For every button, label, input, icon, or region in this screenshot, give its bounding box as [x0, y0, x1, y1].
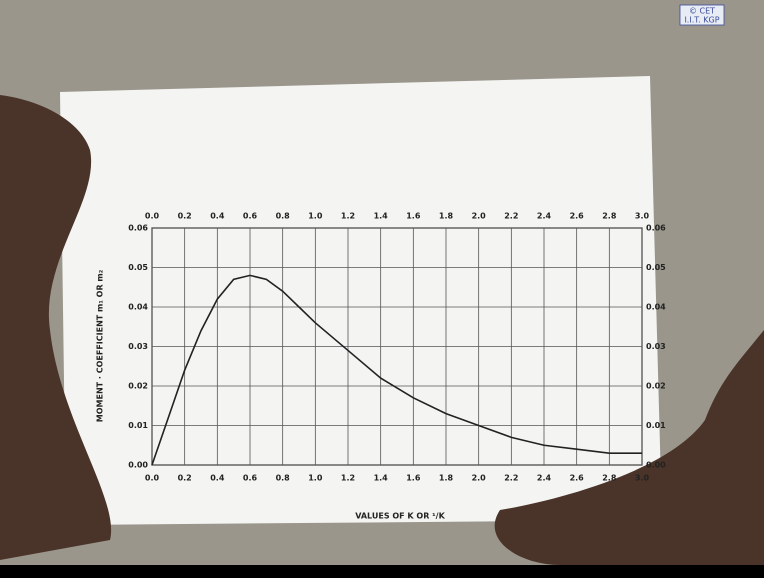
- hand-right: [494, 330, 764, 565]
- x-tick-label: 0.8: [276, 474, 291, 483]
- x-tick-label-top: 1.4: [374, 212, 389, 221]
- x-tick-label-top: 0.2: [178, 212, 192, 221]
- x-tick-label-top: 0.0: [145, 212, 160, 221]
- x-tick-label: 2.6: [570, 474, 585, 483]
- data-line: [151, 274, 642, 466]
- x-tick-label: 1.0: [308, 474, 323, 483]
- x-tick-label: 2.2: [504, 474, 518, 483]
- watermark: © CET: [689, 7, 715, 16]
- x-tick-label-top: 2.6: [570, 212, 585, 221]
- x-tick-label: 0.4: [210, 474, 225, 483]
- y-tick-label: 0.03: [128, 342, 148, 351]
- y-tick-label-right: 0.02: [646, 382, 666, 391]
- x-tick-label-top: 0.4: [210, 212, 225, 221]
- bottom-bar: [0, 565, 764, 578]
- y-tick-label: 0.01: [128, 421, 148, 430]
- x-tick-label: 0.2: [178, 474, 192, 483]
- y-tick-label: 0.02: [128, 382, 148, 391]
- x-tick-label: 2.4: [537, 474, 552, 483]
- x-tick-label-top: 1.2: [341, 212, 355, 221]
- x-tick-label-top: 0.6: [243, 212, 258, 221]
- x-tick-label: 1.8: [439, 474, 454, 483]
- x-tick-label-top: 2.0: [472, 212, 487, 221]
- x-tick-label-top: 2.4: [537, 212, 552, 221]
- paper: [60, 76, 662, 525]
- x-tick-label: 1.4: [374, 474, 389, 483]
- y-tick-label-right: 0.03: [646, 342, 666, 351]
- x-tick-label: 2.8: [602, 474, 617, 483]
- x-tick-label: 1.6: [406, 474, 421, 483]
- x-tick-label-top: 0.8: [276, 212, 291, 221]
- y-tick-label-right: 0.00: [646, 461, 666, 470]
- y-tick-label-right: 0.04: [646, 303, 666, 312]
- x-tick-label-top: 1.8: [439, 212, 454, 221]
- x-tick-label-top: 2.2: [504, 212, 518, 221]
- y-tick-label: 0.05: [128, 263, 148, 272]
- y-tick-label-right: 0.05: [646, 263, 666, 272]
- watermark: I.I.T. KGP: [684, 16, 719, 25]
- y-tick-label-right: 0.06: [646, 224, 666, 233]
- x-tick-label: 3.0: [635, 474, 650, 483]
- x-tick-label: 2.0: [472, 474, 487, 483]
- y-tick-label: 0.04: [128, 303, 148, 312]
- x-tick-label-top: 1.6: [406, 212, 421, 221]
- y-axis-label: MOMENT · COEFFICIENT m₁ OR m₂: [96, 269, 105, 422]
- watermark-box: [679, 4, 725, 26]
- x-tick-label: 1.2: [341, 474, 355, 483]
- x-tick-label-top: 2.8: [602, 212, 617, 221]
- x-tick-label-top: 3.0: [635, 212, 650, 221]
- y-tick-label-right: 0.01: [646, 421, 666, 430]
- x-tick-label-top: 1.0: [308, 212, 323, 221]
- x-axis-label: VALUES OF K OR ¹/K: [355, 512, 445, 521]
- y-tick-label: 0.00: [128, 461, 148, 470]
- y-tick-label: 0.06: [128, 224, 148, 233]
- x-tick-label: 0.6: [243, 474, 258, 483]
- x-tick-label: 0.0: [145, 474, 160, 483]
- hand-left: [0, 95, 112, 560]
